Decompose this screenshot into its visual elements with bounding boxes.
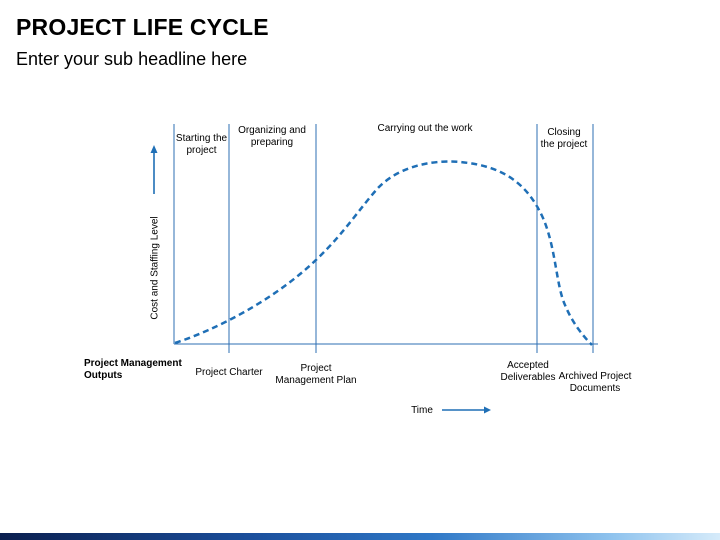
page-subtitle: Enter your sub headline here <box>16 49 248 69</box>
phase-label-closing: Closing the project <box>540 127 588 150</box>
output-project-management-plan: Project Management Plan <box>275 363 357 386</box>
output-accepted-deliverables: Accepted Deliverables <box>500 360 556 383</box>
phase-label-carrying-out: Carrying out the work <box>377 123 473 134</box>
page-title: PROJECT LIFE CYCLE <box>16 14 269 40</box>
y-axis-label: Cost and Staffing Level <box>149 216 161 320</box>
output-archived-project-documents: Archived Project Documents <box>558 371 632 394</box>
output-project-charter: Project Charter <box>195 367 263 378</box>
time-arrow-head <box>484 406 491 414</box>
cost-staffing-curve <box>174 160 593 346</box>
x-axis-label: Time <box>411 405 433 416</box>
cost-arrow-head <box>150 145 158 153</box>
phase-label-starting: Starting the project <box>175 133 228 156</box>
outputs-label: Project Management Outputs <box>84 358 182 381</box>
phase-label-organizing: Organizing and preparing <box>238 125 306 148</box>
footer-gradient-bar <box>0 533 720 540</box>
